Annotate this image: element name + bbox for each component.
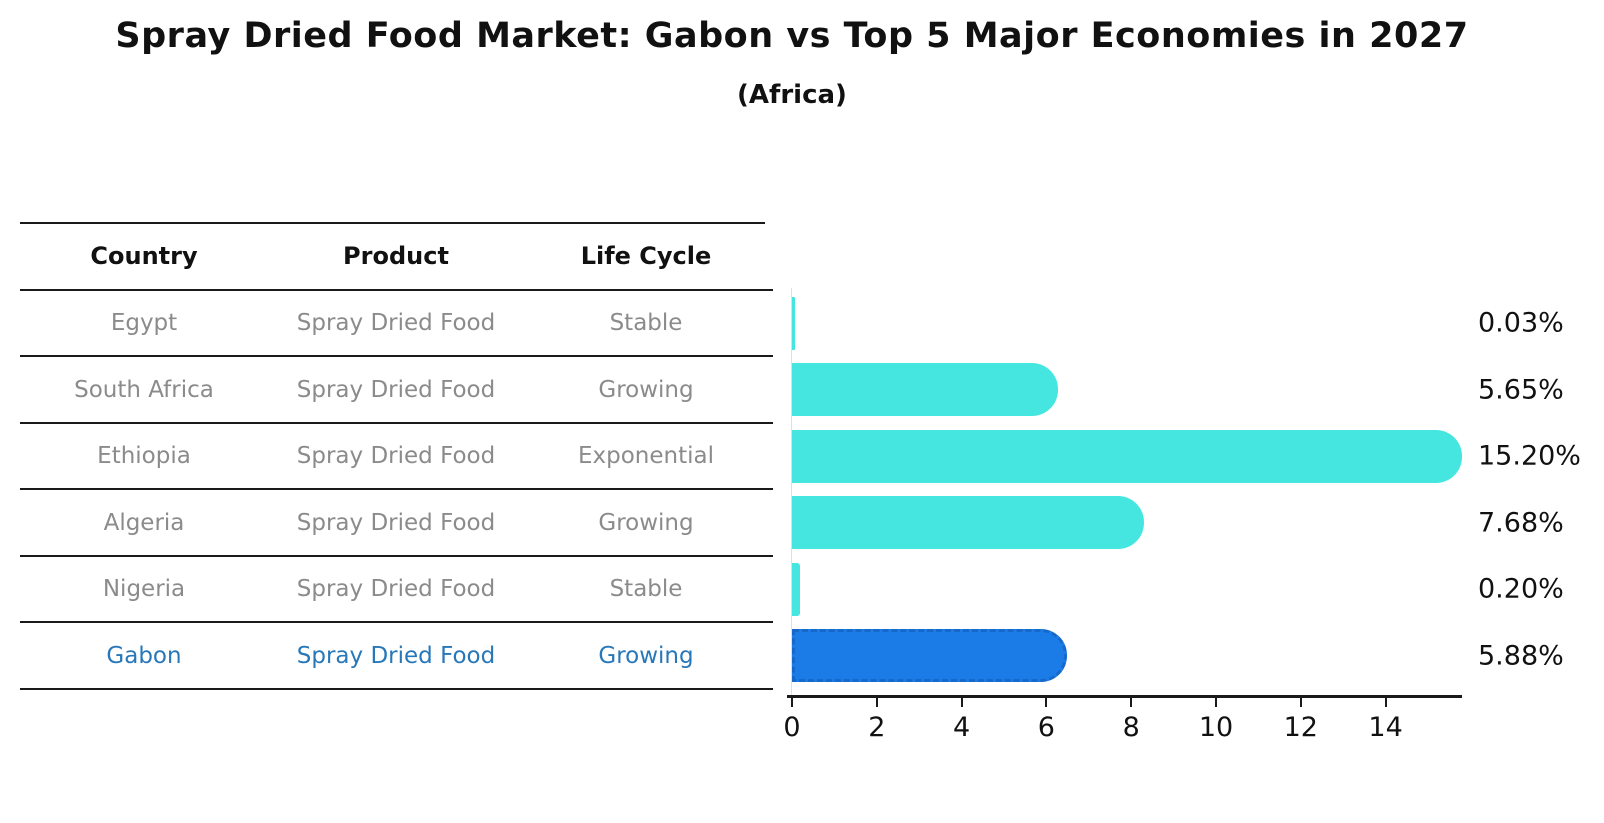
chart-subtitle: (Africa) <box>737 80 847 110</box>
x-tick-label-10: 10 <box>1198 712 1234 743</box>
column-header-product: Product <box>343 242 449 270</box>
y-tick-mark <box>758 355 773 357</box>
cell-product-algeria: Spray Dried Food <box>296 509 496 536</box>
x-tick-mark <box>875 696 878 707</box>
column-header-life-cycle: Life Cycle <box>580 242 712 270</box>
cell-life-cycle-algeria: Growing <box>598 509 694 536</box>
y-tick-mark <box>758 422 773 424</box>
x-tick-label-0: 0 <box>783 712 801 743</box>
column-header-country: Country <box>90 242 198 270</box>
table-rule-line <box>20 289 765 291</box>
left-spine <box>791 288 792 696</box>
cell-life-cycle-gabon: Growing <box>598 642 694 669</box>
x-tick-label-6: 6 <box>1037 712 1055 743</box>
cell-product-nigeria: Spray Dried Food <box>296 576 496 602</box>
table-rule-line <box>20 555 765 557</box>
x-tick-label-14: 14 <box>1368 712 1403 743</box>
x-tick-label-2: 2 <box>868 712 886 743</box>
bar-gabon <box>792 629 1068 682</box>
table-rule-line <box>20 688 765 690</box>
cell-life-cycle-egypt: Stable <box>609 310 683 336</box>
value-label-nigeria: 0.20% <box>1478 573 1564 605</box>
bar-nigeria <box>792 562 801 616</box>
cell-country-ethiopia: Ethiopia <box>97 443 191 469</box>
value-label-south-africa: 5.65% <box>1478 374 1564 405</box>
cell-life-cycle-ethiopia: Exponential <box>577 443 715 469</box>
y-tick-mark <box>758 621 773 623</box>
cell-product-ethiopia: Spray Dried Food <box>296 443 496 469</box>
bar-egypt <box>792 296 795 350</box>
cell-country-nigeria: Nigeria <box>102 576 186 602</box>
x-tick-mark <box>791 696 793 707</box>
cell-life-cycle-nigeria: Stable <box>609 576 683 602</box>
value-label-ethiopia: 15.20% <box>1478 440 1581 472</box>
x-axis-line <box>787 695 1462 698</box>
cell-product-gabon: Spray Dried Food <box>296 642 496 669</box>
bar-algeria <box>792 496 1144 549</box>
value-label-egypt: 0.03% <box>1478 307 1564 339</box>
cell-country-egypt: Egypt <box>110 310 178 336</box>
table-rule-line <box>20 621 765 623</box>
x-tick-mark <box>1130 696 1133 707</box>
value-label-algeria: 7.68% <box>1478 507 1564 538</box>
cell-country-south-africa: South Africa <box>74 376 214 403</box>
cell-country-algeria: Algeria <box>103 509 185 536</box>
bar-south-africa <box>792 363 1058 416</box>
x-tick-mark <box>1045 696 1048 707</box>
y-tick-mark <box>758 488 773 490</box>
y-tick-mark <box>758 555 773 557</box>
y-tick-mark <box>758 688 773 690</box>
x-tick-mark <box>1384 696 1387 707</box>
cell-product-egypt: Spray Dried Food <box>296 310 496 336</box>
table-rule-line <box>20 488 765 490</box>
table-rule-line <box>20 355 765 357</box>
x-tick-mark <box>1299 696 1302 707</box>
table-rule-line <box>20 422 765 424</box>
cell-product-south-africa: Spray Dried Food <box>296 376 496 403</box>
x-tick-mark <box>960 696 963 707</box>
table-rule-line <box>20 222 765 224</box>
bar-ethiopia <box>792 429 1463 483</box>
x-tick-label-12: 12 <box>1283 712 1318 743</box>
x-tick-label-8: 8 <box>1122 712 1140 743</box>
y-tick-mark <box>758 289 773 291</box>
value-label-gabon: 5.88% <box>1478 640 1564 671</box>
x-tick-label-4: 4 <box>953 712 971 743</box>
x-tick-mark <box>1215 696 1217 707</box>
cell-country-gabon: Gabon <box>106 642 182 669</box>
cell-life-cycle-south-africa: Growing <box>598 376 694 403</box>
chart-title: Spray Dried Food Market: Gabon vs Top 5 … <box>115 16 1469 56</box>
